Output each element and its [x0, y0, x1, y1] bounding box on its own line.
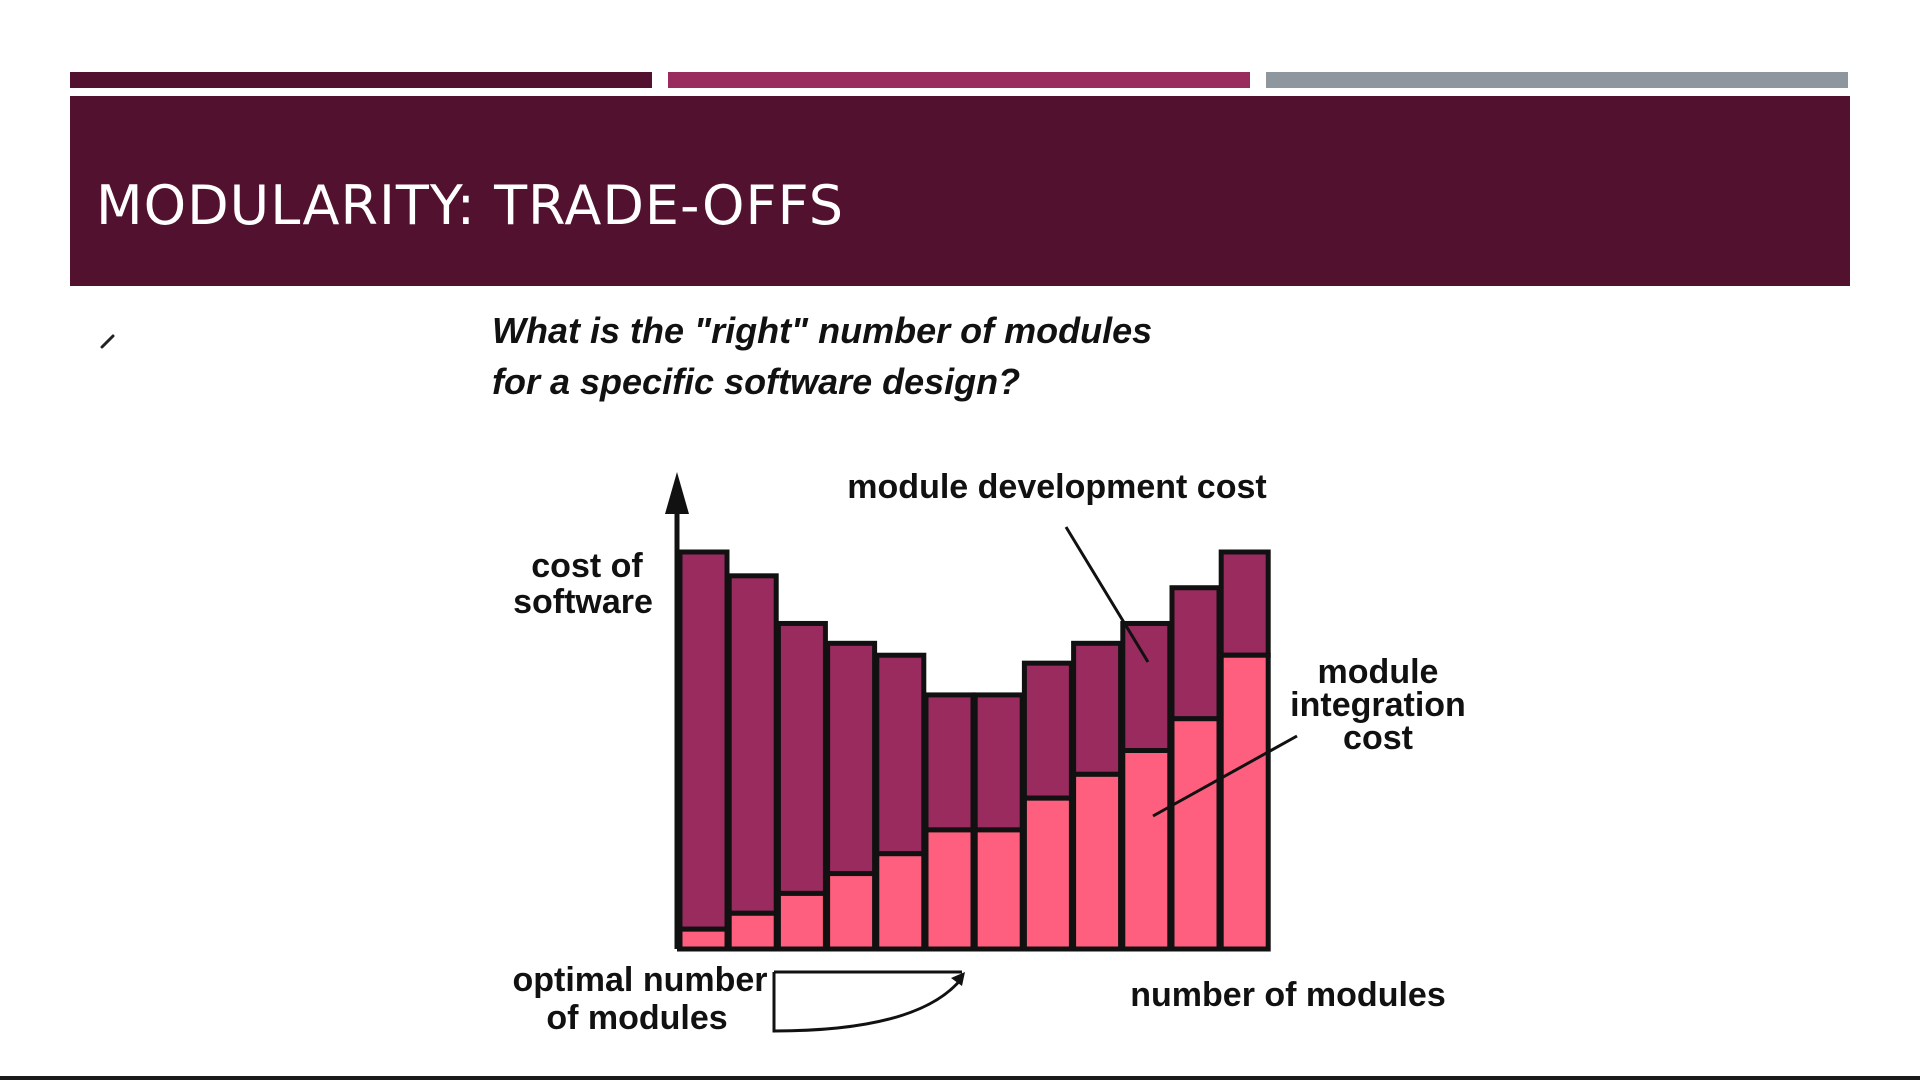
integration-cost-label-line-1: module: [1318, 653, 1439, 691]
optimal-arrowhead-icon: [951, 972, 965, 986]
x-axis-label: number of modules: [1130, 976, 1445, 1014]
integration-cost-label-line-2: integration: [1290, 686, 1466, 724]
bar-development-2: [726, 573, 779, 916]
development-cost-leader: [1064, 526, 1150, 663]
y-axis-label-line-1: cost of: [531, 547, 643, 585]
bar-integration-9: [1071, 771, 1124, 952]
bar-integration-3: [775, 890, 828, 952]
bar-integration-10: [1120, 748, 1173, 952]
question-line-1: What is the "right" number of modules: [492, 310, 1153, 351]
title-band: MODULARITY: TRADE-OFFS: [70, 96, 1850, 286]
bar-development-3: [775, 620, 828, 896]
bar-integration-11: [1169, 716, 1222, 952]
y-axis-label-line-2: software: [513, 583, 653, 621]
accent-bar-middle: [668, 72, 1250, 88]
optimal-bracket: [772, 970, 964, 1033]
bar-development-8: [1021, 660, 1074, 801]
bar-integration-5: [874, 851, 927, 952]
integration-cost-leader: [1152, 734, 1298, 818]
bar-development-5: [874, 652, 927, 857]
bar-development-6: [923, 692, 976, 833]
bar-integration-7: [972, 827, 1025, 952]
accent-bar-left: [70, 72, 652, 88]
pen-cursor-icon: [100, 334, 115, 349]
optimal-label-line-1: optimal number: [512, 961, 767, 999]
bar-integration-4: [825, 871, 878, 952]
optimal-label-line-2: of modules: [546, 999, 727, 1037]
bar-integration-2: [726, 910, 779, 952]
bar-integration-12: [1218, 652, 1271, 952]
bar-development-11: [1169, 585, 1222, 722]
development-cost-label: module development cost: [847, 468, 1266, 506]
up-arrow-icon: [665, 472, 689, 514]
bar-development-12: [1218, 549, 1271, 658]
bar-development-1: [677, 549, 730, 932]
slide-title: MODULARITY: TRADE-OFFS: [96, 174, 844, 237]
bar-development-9: [1071, 640, 1124, 777]
bar-development-10: [1120, 620, 1173, 754]
bar-integration-1: [677, 926, 730, 952]
bottom-rule: [0, 1076, 1920, 1080]
bar-development-7: [972, 692, 1025, 833]
question-line-2: for a specific software design?: [492, 361, 1021, 402]
integration-cost-label-line-3: cost: [1343, 719, 1413, 757]
accent-bar-right: [1266, 72, 1848, 88]
bar-integration-8: [1021, 795, 1074, 952]
bar-integration-6: [923, 827, 976, 952]
bar-development-4: [825, 640, 878, 877]
